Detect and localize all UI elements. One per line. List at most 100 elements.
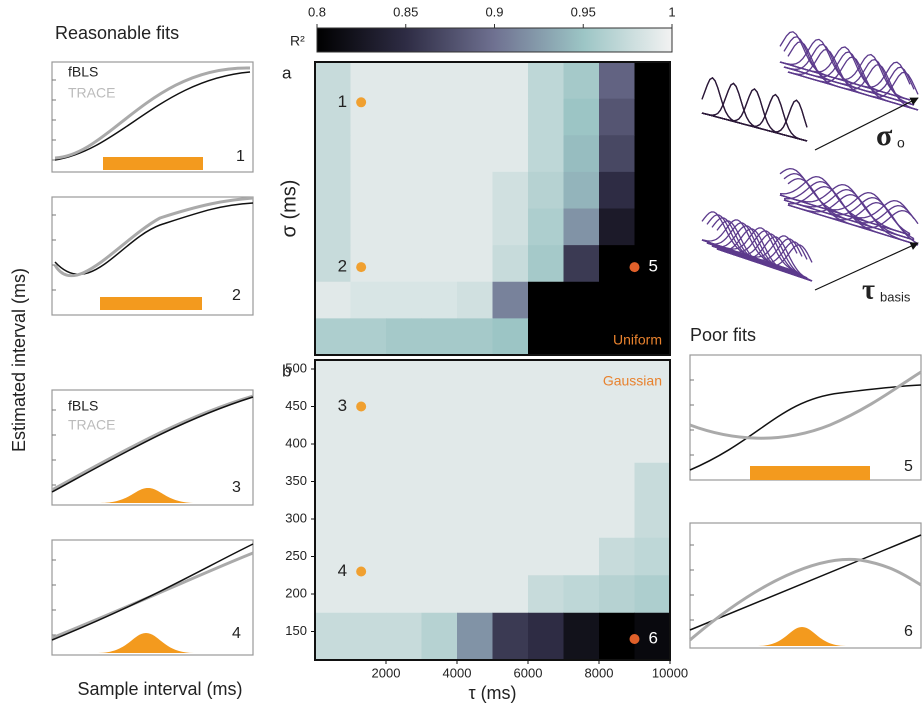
heatmap-cell: [421, 462, 458, 501]
heatmap-cell: [492, 425, 529, 464]
heatmap-cell: [563, 62, 600, 100]
y-tick-label: 500: [285, 360, 307, 375]
highlight-point: [356, 262, 367, 273]
panel-label: b: [282, 361, 291, 380]
heatmap-cell: [386, 281, 422, 319]
y-tick-label: 400: [285, 435, 307, 450]
heatmap-cell: [386, 462, 422, 501]
heatmap-cell: [457, 387, 493, 426]
heatmap-cell: [599, 575, 635, 614]
ticks: [52, 409, 56, 486]
heatmap-cell: [563, 135, 600, 173]
distribution: [103, 157, 203, 170]
x-tick-label: 2000: [372, 665, 401, 680]
basis-curve: [701, 99, 808, 133]
distribution: [100, 488, 196, 503]
heatmap-cell: [421, 62, 458, 100]
heatmap-cell: [350, 537, 387, 576]
heatmap-cell: [492, 612, 529, 661]
heatmap-cell: [563, 208, 600, 246]
ticks: [52, 559, 56, 636]
heatmap-cell: [457, 500, 493, 539]
panel-number: 6: [904, 623, 913, 640]
heatmap-cell: [563, 171, 600, 209]
point-label: 5: [649, 257, 658, 276]
fbls-curve: [51, 543, 254, 641]
heatmap-cell: [386, 425, 422, 464]
x-tick-label: 6000: [514, 665, 543, 680]
heatmap-cell: [528, 462, 564, 501]
highlight-point: [629, 634, 640, 644]
heatmap-cell: [457, 318, 493, 356]
heatmap-cell: [492, 575, 529, 614]
panel-number: 2: [232, 287, 241, 304]
ticks: [52, 79, 56, 161]
basis-curve: [783, 188, 915, 241]
heatmap-cell: [421, 537, 458, 576]
heatmap-cell: [492, 171, 529, 209]
heatmap-cell: [421, 425, 458, 464]
colorbar-tick-label: 1: [668, 4, 675, 19]
trace-curve: [51, 394, 254, 492]
heatmap-cell: [528, 62, 564, 100]
heatmap-cell: [421, 575, 458, 614]
heatmap-cell: [315, 62, 351, 100]
heatmap-cell: [386, 387, 422, 426]
heatmap-cell: [315, 425, 351, 464]
heatmap-cell: [315, 281, 351, 319]
heatmap-cell: [634, 98, 671, 136]
heatmap-cell: [528, 425, 564, 464]
y-tick-label: 150: [285, 623, 307, 638]
heatmap-cell: [350, 500, 387, 539]
basis-curve: [787, 201, 919, 245]
heatmap-cell: [350, 462, 387, 501]
x-axis-label: τ (ms): [468, 683, 516, 703]
panel-number: 3: [232, 479, 241, 496]
heatmap-cell: [528, 208, 564, 246]
heatmap-cell: [563, 245, 600, 283]
heatmap-cell: [315, 360, 351, 389]
point-label: 4: [338, 561, 347, 580]
heatmap-cell: [492, 208, 529, 246]
x-tick-label: 8000: [585, 665, 614, 680]
panel-frame: [689, 522, 922, 649]
colorbar-tick-label: 0.9: [485, 4, 503, 19]
arrow: [814, 97, 919, 151]
heatmap-cell: [315, 245, 351, 283]
x-tick-label: 4000: [443, 665, 472, 680]
heatmap-cell: [528, 171, 564, 209]
heatmap-cell: [563, 98, 600, 136]
fit-panel: 6: [689, 522, 922, 649]
heatmap-cell: [492, 318, 529, 356]
heatmap-cell: [386, 171, 422, 209]
x-label: Sample interval (ms): [77, 679, 242, 699]
fbls-curve: [689, 534, 922, 631]
colorbar-tick-label: 0.85: [393, 4, 418, 19]
highlight-point: [356, 401, 367, 412]
heatmap-cell: [634, 462, 671, 501]
heatmap-cell: [315, 500, 351, 539]
fbls-curve: [54, 71, 251, 161]
legend-trace: TRACE: [68, 85, 115, 101]
heatmap-cell: [634, 135, 671, 173]
heatmap-cell: [386, 575, 422, 614]
heatmap-cell: [634, 612, 671, 661]
legend-fbls: fBLS: [68, 64, 98, 80]
fit-panel: 4: [51, 539, 254, 656]
heatmap-cell: [492, 281, 529, 319]
highlight-point: [356, 566, 367, 577]
heatmap-cell: [599, 387, 635, 426]
heatmap-cell: [563, 281, 600, 319]
heatmap-cell: [599, 245, 635, 283]
basis-curve: [779, 46, 911, 101]
heatmap-cell: [350, 575, 387, 614]
x-tick-label: 10000: [652, 665, 688, 680]
distribution: [100, 297, 202, 310]
panel-frame: [51, 61, 254, 173]
ticks: [52, 214, 56, 291]
heatmap-cell: [386, 537, 422, 576]
trace-curve: [54, 66, 251, 160]
heatmap-cell: [350, 62, 387, 100]
ticks: [690, 544, 694, 621]
